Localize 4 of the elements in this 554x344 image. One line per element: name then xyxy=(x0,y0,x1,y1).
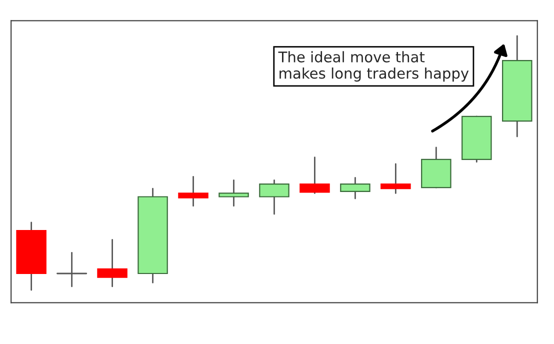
candlestick xyxy=(56,252,88,288)
annotation: The ideal move that makes long traders happy xyxy=(278,51,469,82)
candlestick xyxy=(380,163,411,194)
candlestick xyxy=(178,176,208,207)
